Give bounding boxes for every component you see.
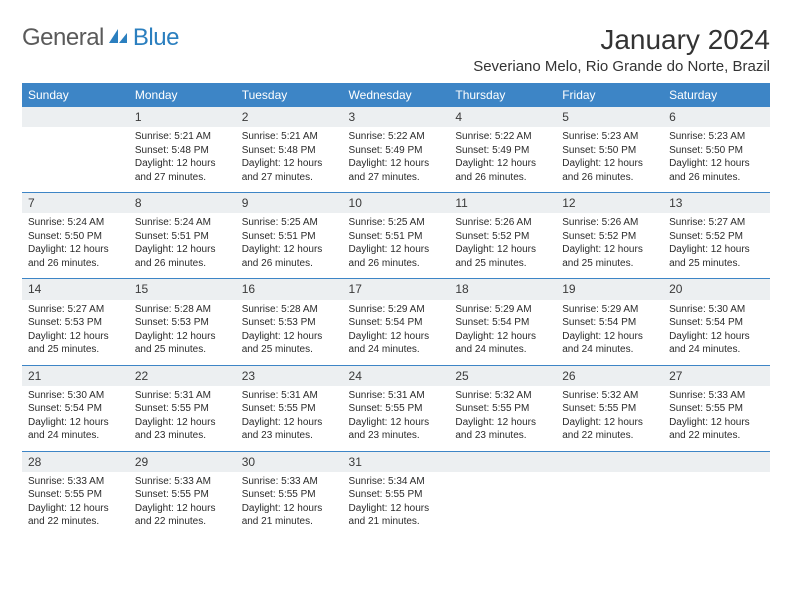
day-number: 26 [556,365,663,386]
day-header: Wednesday [343,83,450,107]
day-header-row: Sunday Monday Tuesday Wednesday Thursday… [22,83,770,107]
day-cell: Sunrise: 5:30 AM Sunset: 5:54 PM Dayligh… [22,386,129,452]
day-cell: Sunrise: 5:34 AM Sunset: 5:55 PM Dayligh… [343,472,450,537]
day-header: Tuesday [236,83,343,107]
day-number: 31 [343,451,450,472]
week-content-row: Sunrise: 5:33 AM Sunset: 5:55 PM Dayligh… [22,472,770,537]
day-number: 9 [236,193,343,214]
day-cell: Sunrise: 5:25 AM Sunset: 5:51 PM Dayligh… [343,213,450,279]
day-cell [663,472,770,537]
day-cell: Sunrise: 5:22 AM Sunset: 5:49 PM Dayligh… [343,127,450,193]
day-header: Friday [556,83,663,107]
day-cell: Sunrise: 5:28 AM Sunset: 5:53 PM Dayligh… [129,300,236,366]
day-cell: Sunrise: 5:28 AM Sunset: 5:53 PM Dayligh… [236,300,343,366]
week-content-row: Sunrise: 5:21 AM Sunset: 5:48 PM Dayligh… [22,127,770,193]
day-cell: Sunrise: 5:29 AM Sunset: 5:54 PM Dayligh… [343,300,450,366]
day-number: 10 [343,193,450,214]
day-number: 6 [663,107,770,127]
day-header: Thursday [449,83,556,107]
day-number: 23 [236,365,343,386]
day-number [663,451,770,472]
logo-text-1: General [22,24,104,52]
day-cell [449,472,556,537]
day-number: 8 [129,193,236,214]
day-number: 17 [343,279,450,300]
week-daynum-row: 14151617181920 [22,279,770,300]
calendar-table: Sunday Monday Tuesday Wednesday Thursday… [22,83,770,537]
day-number: 22 [129,365,236,386]
logo: General Blue [22,24,179,52]
day-cell: Sunrise: 5:29 AM Sunset: 5:54 PM Dayligh… [556,300,663,366]
day-number: 30 [236,451,343,472]
week-daynum-row: 28293031 [22,451,770,472]
day-cell: Sunrise: 5:32 AM Sunset: 5:55 PM Dayligh… [556,386,663,452]
month-title: January 2024 [473,24,770,56]
day-number: 25 [449,365,556,386]
day-cell: Sunrise: 5:25 AM Sunset: 5:51 PM Dayligh… [236,213,343,279]
day-number: 16 [236,279,343,300]
day-cell: Sunrise: 5:31 AM Sunset: 5:55 PM Dayligh… [129,386,236,452]
week-content-row: Sunrise: 5:24 AM Sunset: 5:50 PM Dayligh… [22,213,770,279]
day-number [22,107,129,127]
day-number: 12 [556,193,663,214]
logo-sail-icon [107,24,129,52]
day-cell: Sunrise: 5:21 AM Sunset: 5:48 PM Dayligh… [236,127,343,193]
day-number: 3 [343,107,450,127]
day-header: Monday [129,83,236,107]
day-number: 13 [663,193,770,214]
week-daynum-row: 123456 [22,107,770,127]
day-cell: Sunrise: 5:29 AM Sunset: 5:54 PM Dayligh… [449,300,556,366]
day-cell [556,472,663,537]
day-cell: Sunrise: 5:31 AM Sunset: 5:55 PM Dayligh… [343,386,450,452]
day-number: 7 [22,193,129,214]
day-cell [22,127,129,193]
day-number: 20 [663,279,770,300]
day-cell: Sunrise: 5:23 AM Sunset: 5:50 PM Dayligh… [663,127,770,193]
day-cell: Sunrise: 5:33 AM Sunset: 5:55 PM Dayligh… [129,472,236,537]
day-number: 5 [556,107,663,127]
day-number: 28 [22,451,129,472]
day-cell: Sunrise: 5:23 AM Sunset: 5:50 PM Dayligh… [556,127,663,193]
logo-text-2: Blue [133,24,179,52]
day-cell: Sunrise: 5:21 AM Sunset: 5:48 PM Dayligh… [129,127,236,193]
day-number: 29 [129,451,236,472]
header: General Blue January 2024 Severiano Melo,… [22,24,770,75]
day-cell: Sunrise: 5:32 AM Sunset: 5:55 PM Dayligh… [449,386,556,452]
week-content-row: Sunrise: 5:27 AM Sunset: 5:53 PM Dayligh… [22,300,770,366]
day-cell: Sunrise: 5:33 AM Sunset: 5:55 PM Dayligh… [236,472,343,537]
day-cell: Sunrise: 5:33 AM Sunset: 5:55 PM Dayligh… [663,386,770,452]
day-number: 27 [663,365,770,386]
day-header: Saturday [663,83,770,107]
day-number: 2 [236,107,343,127]
title-block: January 2024 Severiano Melo, Rio Grande … [473,24,770,75]
day-number: 18 [449,279,556,300]
day-number [449,451,556,472]
day-number: 1 [129,107,236,127]
week-daynum-row: 78910111213 [22,193,770,214]
day-number: 21 [22,365,129,386]
day-cell: Sunrise: 5:24 AM Sunset: 5:50 PM Dayligh… [22,213,129,279]
day-cell: Sunrise: 5:22 AM Sunset: 5:49 PM Dayligh… [449,127,556,193]
day-cell: Sunrise: 5:33 AM Sunset: 5:55 PM Dayligh… [22,472,129,537]
day-header: Sunday [22,83,129,107]
day-cell: Sunrise: 5:31 AM Sunset: 5:55 PM Dayligh… [236,386,343,452]
day-number: 11 [449,193,556,214]
day-cell: Sunrise: 5:24 AM Sunset: 5:51 PM Dayligh… [129,213,236,279]
week-daynum-row: 21222324252627 [22,365,770,386]
day-number: 15 [129,279,236,300]
day-number: 24 [343,365,450,386]
day-cell: Sunrise: 5:26 AM Sunset: 5:52 PM Dayligh… [556,213,663,279]
day-cell: Sunrise: 5:27 AM Sunset: 5:53 PM Dayligh… [22,300,129,366]
day-cell: Sunrise: 5:26 AM Sunset: 5:52 PM Dayligh… [449,213,556,279]
location: Severiano Melo, Rio Grande do Norte, Bra… [473,58,770,75]
day-number: 4 [449,107,556,127]
day-number: 19 [556,279,663,300]
day-cell: Sunrise: 5:30 AM Sunset: 5:54 PM Dayligh… [663,300,770,366]
day-cell: Sunrise: 5:27 AM Sunset: 5:52 PM Dayligh… [663,213,770,279]
day-number: 14 [22,279,129,300]
week-content-row: Sunrise: 5:30 AM Sunset: 5:54 PM Dayligh… [22,386,770,452]
day-number [556,451,663,472]
